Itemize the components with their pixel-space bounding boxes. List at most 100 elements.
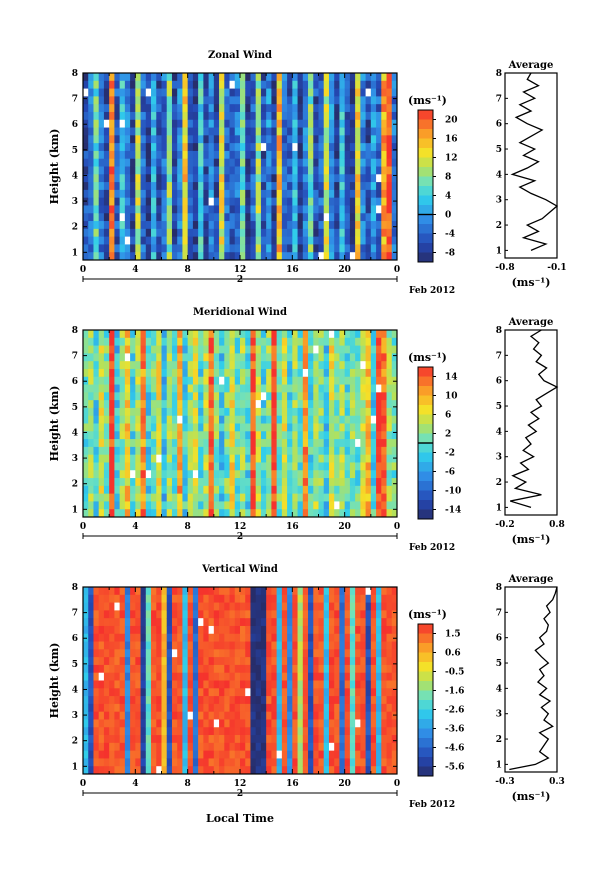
heatmap-cell <box>318 368 325 378</box>
heatmap-cell <box>93 649 100 658</box>
heatmap-cell <box>213 610 220 619</box>
heatmap-cell <box>328 470 335 479</box>
heatmap-cell <box>130 587 136 596</box>
heatmap-cell <box>250 150 257 160</box>
heatmap-cell <box>203 633 209 642</box>
heatmap-cell <box>208 602 215 611</box>
heatmap-cell <box>339 407 346 417</box>
heatmap-cell <box>98 80 105 89</box>
heatmap-cell <box>302 664 309 674</box>
heatmap-cell <box>166 462 173 471</box>
heatmap-cell <box>93 345 100 354</box>
heatmap-cell <box>250 742 257 752</box>
heatmap-cell <box>328 493 335 502</box>
heatmap-cell <box>229 73 236 82</box>
heatmap-cell <box>271 625 278 635</box>
heatmap-cell <box>198 127 204 136</box>
heatmap-cell <box>171 719 178 728</box>
heatmap-cell <box>145 735 152 744</box>
heatmap-cell <box>376 688 382 697</box>
heatmap-cell <box>109 703 115 713</box>
heatmap-cell <box>313 104 319 113</box>
heatmap-cell <box>255 462 262 471</box>
heatmap-cell <box>140 205 147 214</box>
heatmap-cell <box>130 330 136 339</box>
heatmap-cell <box>224 368 230 378</box>
heatmap-cell <box>161 649 168 658</box>
heatmap-cell <box>161 485 168 495</box>
heatmap-cell <box>355 587 361 596</box>
heatmap-cell <box>260 735 267 744</box>
heatmap-cell <box>135 594 141 603</box>
heatmap-cell <box>250 205 257 214</box>
heatmap-cell <box>381 415 387 424</box>
heatmap-cell <box>151 711 157 720</box>
heatmap-cell <box>98 641 105 650</box>
heatmap-cell <box>240 766 246 775</box>
heatmap-cell <box>88 221 94 230</box>
heatmap-cell <box>339 158 346 167</box>
heatmap-cell <box>370 727 377 736</box>
heatmap-cell <box>192 407 199 417</box>
heatmap-cell <box>240 174 246 183</box>
heatmap-cell <box>234 376 241 385</box>
heatmap-cell <box>187 688 194 697</box>
date-label: Feb 2012 <box>409 286 455 296</box>
profile-y-tick-label: 2 <box>496 478 502 488</box>
heatmap-cell <box>88 625 94 635</box>
heatmap-cell <box>349 368 356 378</box>
heatmap-cell <box>376 166 382 175</box>
heatmap-cell <box>287 368 293 378</box>
heatmap-cell <box>203 680 209 689</box>
heatmap-cell <box>208 493 215 502</box>
heatmap-cell <box>151 143 157 152</box>
heatmap-cell <box>250 80 257 89</box>
heatmap-cell <box>287 104 293 113</box>
heatmap-cell <box>318 111 325 121</box>
heatmap-cell <box>276 407 283 417</box>
heatmap-cell <box>360 696 366 705</box>
heatmap-cell <box>140 127 147 136</box>
heatmap-cell <box>271 384 278 393</box>
heatmap-cell <box>297 337 304 346</box>
heatmap-cell <box>135 96 141 105</box>
heatmap-cell <box>297 330 304 339</box>
heatmap-cell <box>151 610 157 619</box>
heatmap-cell <box>276 766 283 775</box>
heatmap-cell <box>130 766 136 775</box>
heatmap-cell <box>171 758 178 767</box>
heatmap-cell <box>203 228 209 238</box>
heatmap-cell <box>224 400 230 409</box>
heatmap-cell <box>192 174 199 183</box>
heatmap-cell <box>323 197 330 206</box>
heatmap-cell <box>360 462 366 471</box>
heatmap-cell <box>349 392 356 401</box>
heatmap-cell <box>219 696 225 705</box>
heatmap-cell <box>177 252 183 261</box>
heatmap-cell <box>187 727 194 736</box>
heatmap-cell <box>213 501 220 510</box>
heatmap-cell <box>219 478 225 487</box>
heatmap-cell <box>287 618 293 627</box>
heatmap-cell <box>365 509 372 518</box>
heatmap-cell <box>370 88 377 97</box>
heatmap-cell <box>177 610 183 619</box>
heatmap-cell <box>177 353 183 362</box>
heatmap-cell <box>198 197 204 206</box>
heatmap-cell <box>250 758 257 767</box>
heatmap-cell <box>140 493 147 502</box>
heatmap-cell <box>208 127 215 136</box>
heatmap-cell <box>318 727 325 736</box>
heatmap-cell <box>109 625 115 635</box>
heatmap-cell <box>292 244 298 253</box>
heatmap-cell <box>119 641 126 650</box>
heatmap-cell <box>339 119 346 128</box>
heatmap-cell <box>203 719 209 728</box>
heatmap-cell <box>135 361 141 370</box>
heatmap-cell <box>376 735 382 744</box>
heatmap-cell <box>376 353 382 362</box>
heatmap-cell <box>240 96 246 105</box>
heatmap-cell <box>93 96 100 105</box>
heatmap-cell <box>391 439 398 448</box>
heatmap-cell <box>271 166 278 175</box>
